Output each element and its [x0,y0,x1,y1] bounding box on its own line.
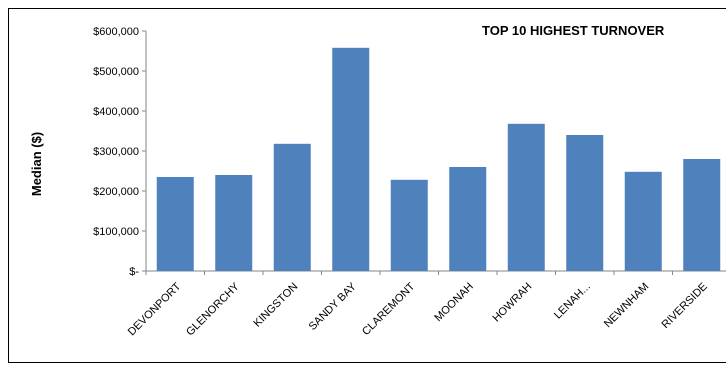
bar-lenah [566,135,604,271]
x-tick-label: LENAH... [552,281,593,322]
y-tick-label: $600,000 [93,26,139,38]
x-tick-label: GLENORCHY [184,280,242,338]
y-tick-label: $100,000 [93,226,139,238]
x-axis: DEVONPORT GLENORCHY KINGSTON SANDY BAY CLARE… [126,270,726,338]
chart-title: TOP 10 HIGHEST TURNOVER [482,23,665,38]
bar-devonport [156,177,194,271]
y-tick-label: $300,000 [93,146,139,158]
bar-glenorchy [215,175,253,271]
chart-frame: $- $100,000 $200,000 $300,000 $400,000 $500,0… [8,8,726,363]
x-tick-label: RIVERSIDE [659,281,709,331]
bar-kingston [273,143,311,271]
y-axis: $- $100,000 $200,000 $300,000 $400,000 $500,0… [93,26,147,278]
bar-chart: $- $100,000 $200,000 $300,000 $400,000 $500,0… [29,23,726,338]
x-tick-label: DEVONPORT [126,280,184,338]
x-tick-label: KINGSTON [251,281,300,330]
bar-claremont [390,179,428,271]
y-tick-label: $- [129,266,139,278]
bar-riverside [683,159,721,271]
y-tick-label: $200,000 [93,186,139,198]
y-tick-label: $500,000 [93,66,139,78]
y-axis-title: Median ($) [29,132,44,196]
bars [156,47,721,271]
bar-moonah [449,167,487,271]
x-tick-label: MOONAH [432,281,476,325]
y-tick-label: $400,000 [93,106,139,118]
bar-sandy-bay [332,47,370,271]
bar-newnham [624,171,662,271]
x-tick-label: NEWNHAM [602,281,652,331]
x-tick-label: SANDY BAY [307,280,360,333]
x-tick-label: HOWRAH [490,281,534,325]
bar-howrah [507,123,545,271]
x-tick-label: CLAREMONT [360,280,418,338]
